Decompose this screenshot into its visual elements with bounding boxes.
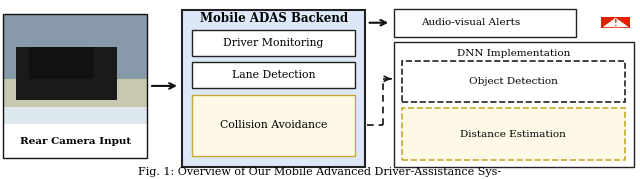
Text: Rear Camera Input: Rear Camera Input [20,137,131,146]
Text: Distance Estimation: Distance Estimation [460,130,566,139]
Bar [192,30,355,56]
Bar [192,95,355,156]
Bar [402,61,625,102]
Bar [402,108,625,160]
Text: Audio-visual Alerts: Audio-visual Alerts [420,18,520,27]
Text: DNN Implementation: DNN Implementation [457,49,570,58]
Bar [182,10,365,167]
Bar [29,47,93,79]
Text: Lane Detection: Lane Detection [232,70,316,80]
Text: Object Detection: Object Detection [469,77,557,86]
Bar [394,9,576,37]
Text: !: ! [614,19,618,28]
Text: Collision Avoidance: Collision Avoidance [220,120,327,130]
Bar [3,79,147,130]
Bar [192,62,355,88]
Bar [601,17,630,28]
Bar [3,124,147,158]
Text: Mobile ADAS Backend: Mobile ADAS Backend [200,12,348,25]
Bar [16,47,116,100]
Bar [3,107,147,130]
Text: Fig. 1: Overview of Our Mobile Advanced Driver-Assistance Sys-: Fig. 1: Overview of Our Mobile Advanced … [138,167,502,177]
Text: Driver Monitoring: Driver Monitoring [223,38,324,48]
Polygon shape [604,18,628,27]
Bar [394,42,634,167]
Bar [3,14,147,107]
Bar [3,14,147,158]
